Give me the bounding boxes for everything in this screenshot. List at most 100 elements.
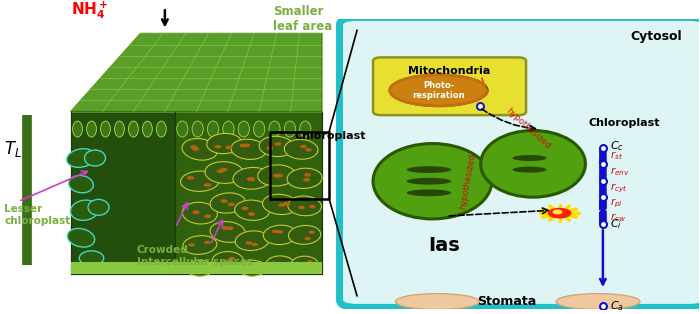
- Text: hypothesized: hypothesized: [458, 153, 477, 210]
- Circle shape: [548, 208, 570, 218]
- Ellipse shape: [143, 121, 153, 137]
- Circle shape: [553, 210, 561, 214]
- Ellipse shape: [66, 149, 95, 167]
- Ellipse shape: [182, 138, 218, 160]
- Ellipse shape: [87, 121, 97, 137]
- Ellipse shape: [269, 121, 280, 137]
- Ellipse shape: [512, 155, 547, 161]
- Ellipse shape: [85, 150, 106, 166]
- Ellipse shape: [247, 177, 255, 181]
- Ellipse shape: [373, 143, 492, 219]
- Ellipse shape: [556, 294, 640, 310]
- Text: $r_{pl}$: $r_{pl}$: [610, 197, 623, 210]
- Ellipse shape: [229, 257, 235, 260]
- Ellipse shape: [241, 207, 248, 210]
- Ellipse shape: [262, 194, 298, 214]
- Text: Chloroplast: Chloroplast: [589, 117, 660, 127]
- Ellipse shape: [263, 225, 297, 245]
- Ellipse shape: [193, 147, 200, 151]
- Ellipse shape: [187, 176, 195, 180]
- Ellipse shape: [309, 230, 315, 234]
- Ellipse shape: [248, 270, 254, 273]
- Ellipse shape: [183, 236, 217, 254]
- Polygon shape: [71, 33, 322, 112]
- Ellipse shape: [212, 252, 244, 270]
- Text: $r_{cw}$: $r_{cw}$: [610, 211, 626, 224]
- Ellipse shape: [279, 203, 286, 207]
- Ellipse shape: [67, 229, 94, 247]
- Ellipse shape: [235, 231, 269, 251]
- Ellipse shape: [79, 251, 104, 265]
- Ellipse shape: [272, 262, 277, 265]
- Ellipse shape: [259, 136, 294, 157]
- Ellipse shape: [271, 261, 277, 264]
- FancyBboxPatch shape: [340, 17, 700, 307]
- Text: $r_{env}$: $r_{env}$: [610, 165, 629, 178]
- Ellipse shape: [407, 166, 452, 173]
- Text: Lesser
chloroplast: Lesser chloroplast: [4, 204, 71, 226]
- Ellipse shape: [407, 178, 452, 185]
- Ellipse shape: [228, 203, 234, 206]
- Ellipse shape: [244, 143, 251, 147]
- Text: $C_i$: $C_i$: [610, 218, 622, 231]
- Text: Ias: Ias: [428, 236, 460, 255]
- Ellipse shape: [192, 121, 203, 137]
- Ellipse shape: [288, 196, 321, 216]
- Ellipse shape: [243, 267, 248, 269]
- Ellipse shape: [251, 243, 258, 246]
- Ellipse shape: [233, 167, 272, 189]
- Ellipse shape: [258, 165, 295, 186]
- Ellipse shape: [248, 212, 255, 216]
- Ellipse shape: [248, 177, 256, 181]
- Ellipse shape: [300, 145, 307, 148]
- Text: Smaller
leaf area: Smaller leaf area: [273, 5, 332, 33]
- Ellipse shape: [267, 146, 274, 150]
- Ellipse shape: [273, 174, 281, 178]
- Ellipse shape: [73, 121, 83, 137]
- Ellipse shape: [276, 230, 284, 234]
- Text: $\mathit{T}_L$: $\mathit{T}_L$: [4, 139, 22, 159]
- Text: $r_{st}$: $r_{st}$: [610, 149, 623, 162]
- Ellipse shape: [238, 121, 249, 137]
- Ellipse shape: [88, 199, 109, 215]
- Ellipse shape: [181, 171, 219, 191]
- Ellipse shape: [190, 145, 197, 149]
- Ellipse shape: [207, 121, 218, 137]
- Text: $r_{cyt}$: $r_{cyt}$: [610, 182, 627, 195]
- Ellipse shape: [206, 133, 242, 154]
- Polygon shape: [71, 112, 175, 274]
- FancyBboxPatch shape: [373, 57, 526, 115]
- Ellipse shape: [205, 162, 244, 183]
- Ellipse shape: [287, 168, 322, 188]
- Ellipse shape: [210, 193, 246, 213]
- Ellipse shape: [226, 226, 233, 230]
- Ellipse shape: [305, 148, 312, 152]
- Ellipse shape: [407, 189, 452, 196]
- Text: Mitochondria: Mitochondria: [408, 66, 491, 76]
- Ellipse shape: [512, 167, 547, 173]
- Ellipse shape: [272, 230, 279, 233]
- Ellipse shape: [101, 121, 111, 137]
- Ellipse shape: [201, 269, 206, 272]
- Ellipse shape: [276, 174, 283, 177]
- Text: $\mathbf{NH_4^+}$: $\mathbf{NH_4^+}$: [71, 0, 108, 21]
- Ellipse shape: [288, 225, 321, 244]
- Text: $C_a$: $C_a$: [610, 299, 624, 313]
- Ellipse shape: [304, 173, 311, 177]
- Polygon shape: [175, 112, 322, 274]
- Ellipse shape: [220, 168, 228, 172]
- Ellipse shape: [234, 200, 270, 220]
- Ellipse shape: [220, 199, 228, 203]
- Ellipse shape: [239, 144, 246, 147]
- Ellipse shape: [395, 294, 480, 310]
- Ellipse shape: [182, 202, 217, 224]
- Ellipse shape: [115, 121, 125, 137]
- Ellipse shape: [231, 139, 266, 160]
- Ellipse shape: [214, 145, 221, 149]
- Ellipse shape: [217, 169, 225, 173]
- Text: hypothesized: hypothesized: [504, 107, 552, 151]
- Ellipse shape: [295, 262, 301, 264]
- Ellipse shape: [304, 237, 311, 240]
- Ellipse shape: [307, 260, 313, 263]
- Ellipse shape: [225, 146, 232, 149]
